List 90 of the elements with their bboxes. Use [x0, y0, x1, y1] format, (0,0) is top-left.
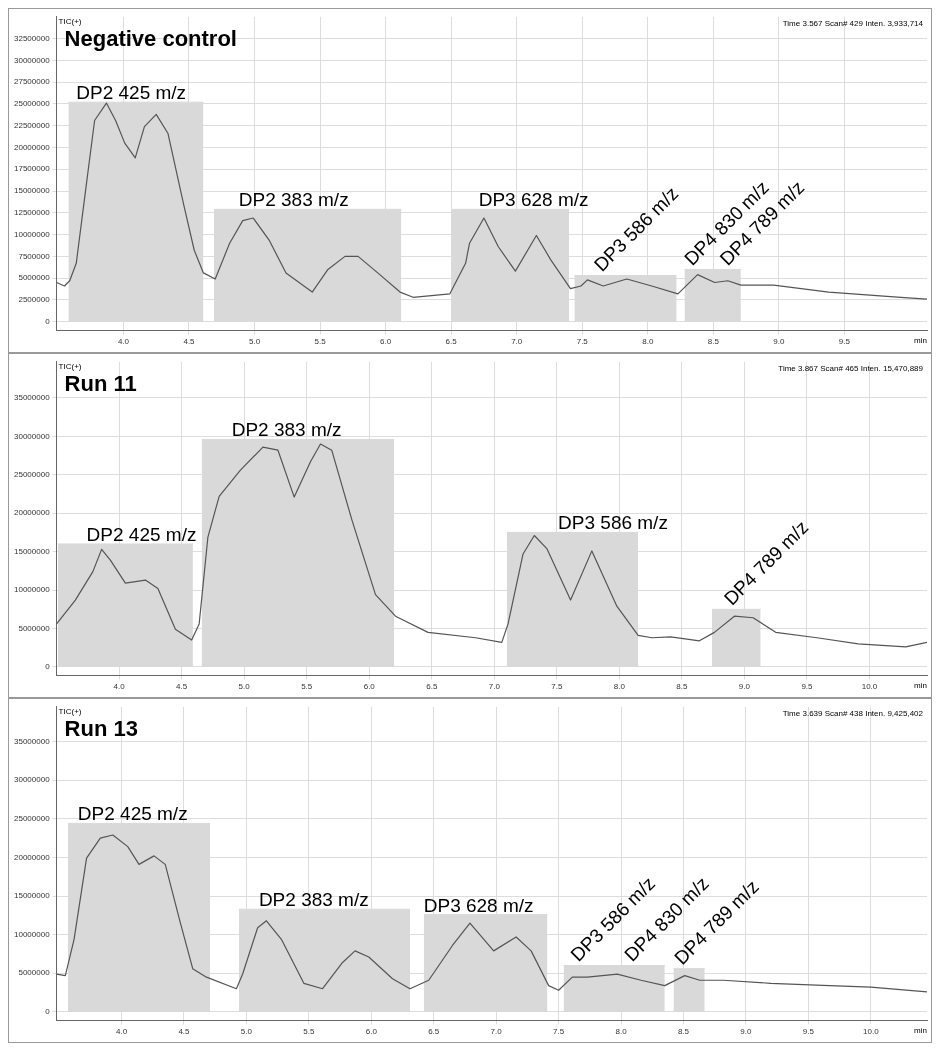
y-tick-label: 27500000 — [14, 77, 51, 87]
y-axis-title: TIC(+) — [58, 707, 82, 716]
y-tick-label: 5000000 — [18, 623, 51, 633]
y-tick-label: 20000000 — [14, 142, 51, 152]
x-tick-label: 9.5 — [801, 682, 814, 692]
x-tick-label: 4.5 — [176, 682, 188, 692]
x-tick-label: 7.0 — [490, 1027, 503, 1037]
x-tick-label: 6.0 — [380, 337, 392, 347]
y-tick-label: 30000000 — [14, 55, 51, 65]
y-axis-title: TIC(+) — [58, 17, 82, 26]
x-axis-title: min — [914, 1025, 927, 1035]
y-tick-label: 5000000 — [18, 968, 51, 978]
annotation: Time 3.567 Scan# 429 Inten. 3,933,714 — [782, 19, 924, 28]
y-tick-label: 0 — [45, 1007, 51, 1017]
annotation: Time 3.867 Scan# 465 Inten. 15,470,889 — [778, 364, 924, 373]
x-tick-label: 10.0 — [861, 682, 878, 692]
x-tick-label: 4.5 — [183, 337, 196, 347]
x-tick-label: 5.0 — [238, 682, 251, 692]
y-tick-label: 35000000 — [14, 393, 51, 403]
annotation: DP3 628 m/z — [423, 894, 534, 916]
y-tick-label: 25000000 — [14, 814, 51, 823]
annotation: DP2 425 m/z — [86, 523, 197, 545]
x-tick-label: 7.5 — [551, 682, 563, 692]
x-tick-label: 9.5 — [802, 1027, 815, 1037]
y-tick-label: 32500000 — [14, 33, 51, 43]
y-tick-label: 15000000 — [14, 891, 51, 901]
x-tick-label: 6.5 — [428, 1027, 440, 1037]
x-axis-title: min — [914, 680, 927, 690]
x-tick-label: 4.5 — [178, 1027, 191, 1037]
x-tick-label: 9.0 — [740, 1027, 753, 1037]
x-tick-label: 5.0 — [240, 1027, 253, 1037]
x-tick-label: 7.0 — [511, 337, 523, 347]
x-tick-label: 7.5 — [553, 1027, 565, 1037]
y-tick-label: 25000000 — [14, 99, 51, 109]
x-tick-label: 8.0 — [642, 337, 654, 347]
x-tick-label: 6.5 — [445, 337, 458, 347]
x-tick-label: 8.5 — [707, 337, 720, 347]
y-tick-label: 30000000 — [14, 431, 51, 441]
annotation: DP2 425 m/z — [76, 82, 187, 104]
x-tick-label: 7.5 — [576, 337, 589, 347]
y-tick-label: 30000000 — [14, 775, 51, 785]
x-tick-label: 6.5 — [426, 682, 438, 692]
annotation: DP3 586 m/z — [558, 512, 668, 534]
x-tick-label: 5.5 — [314, 337, 327, 347]
annotation: DP3 628 m/z — [478, 189, 589, 211]
x-tick-label: 6.0 — [365, 1027, 378, 1037]
y-tick-label: 15000000 — [14, 186, 51, 196]
chart-title: Run 13 — [64, 715, 138, 741]
annotation: DP2 383 m/z — [258, 889, 369, 911]
x-tick-label: 5.5 — [303, 1027, 315, 1037]
x-tick-label: 5.5 — [301, 682, 313, 692]
y-tick-label: 35000000 — [14, 736, 51, 746]
annotation: DP2 383 m/z — [238, 189, 349, 211]
chart-title: Run 11 — [64, 370, 137, 396]
y-tick-label: 15000000 — [14, 546, 51, 556]
x-tick-label: 4.0 — [113, 682, 126, 692]
y-tick-label: 7500000 — [18, 251, 51, 261]
x-axis-title: min — [914, 335, 927, 345]
x-tick-label: 9.0 — [738, 682, 751, 692]
x-tick-label: 4.0 — [117, 337, 130, 347]
y-tick-label: 5000000 — [18, 273, 51, 283]
x-tick-label: 8.5 — [677, 1027, 690, 1037]
y-tick-label: 25000000 — [14, 469, 51, 479]
annotation: DP2 425 m/z — [77, 803, 188, 825]
x-tick-label: 8.0 — [613, 682, 626, 692]
annotation: Time 3.639 Scan# 438 Inten. 9,425,402 — [782, 709, 924, 718]
x-tick-label: 6.0 — [363, 682, 376, 692]
y-tick-label: 20000000 — [14, 508, 51, 518]
annotation: DP2 383 m/z — [231, 419, 342, 441]
x-tick-label: 5.0 — [248, 337, 261, 347]
y-tick-label: 10000000 — [14, 929, 51, 939]
y-tick-label: 20000000 — [14, 852, 51, 862]
y-tick-label: 10000000 — [14, 585, 51, 595]
y-tick-label: 0 — [45, 316, 51, 326]
x-tick-label: 9.5 — [838, 337, 851, 347]
x-tick-label: 10.0 — [863, 1027, 880, 1037]
x-tick-label: 8.0 — [615, 1027, 628, 1037]
x-tick-label: 8.5 — [676, 682, 688, 692]
x-tick-label: 9.0 — [773, 337, 785, 347]
chart-title: Negative control — [64, 25, 237, 51]
y-tick-label: 10000000 — [14, 229, 51, 239]
y-tick-label: 17500000 — [14, 164, 51, 174]
x-tick-label: 4.0 — [115, 1027, 128, 1037]
y-tick-label: 12500000 — [14, 208, 51, 217]
x-tick-label: 7.0 — [488, 682, 501, 692]
y-tick-label: 22500000 — [14, 120, 51, 130]
y-axis-title: TIC(+) — [58, 362, 82, 371]
y-tick-label: 2500000 — [18, 295, 51, 305]
y-tick-label: 0 — [45, 662, 51, 672]
annotation: DP4 789 m/z — [719, 516, 813, 610]
